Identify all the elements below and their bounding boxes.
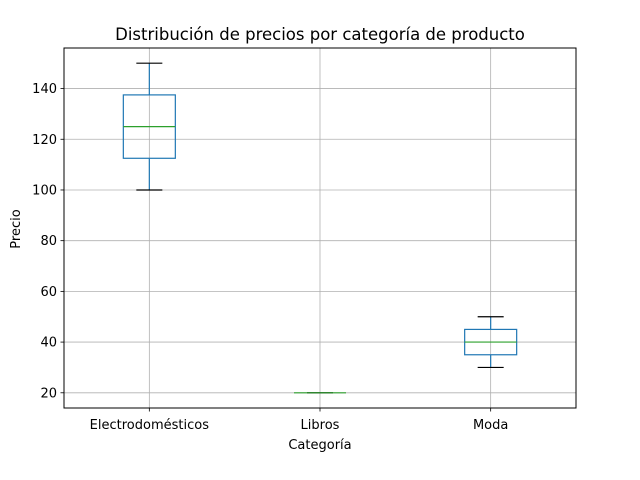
y-tick-label: 20 [40, 386, 57, 401]
boxes [122, 62, 518, 394]
box-electrodomésticos [122, 62, 176, 191]
chart-title: Distribución de precios por categoría de… [115, 25, 525, 44]
x-tick-label: Moda [473, 418, 508, 433]
y-tick-label: 60 [40, 285, 57, 300]
y-tick-label: 80 [40, 234, 57, 249]
x-tick-label: Electrodomésticos [90, 418, 210, 433]
x-axis: Electrodomésticos Libros Moda [90, 408, 508, 433]
y-tick-label: 40 [40, 336, 57, 351]
y-axis: 20 40 60 80 100 120 140 [32, 82, 64, 401]
x-axis-label: Categoría [288, 438, 351, 453]
box-moda [464, 316, 518, 369]
grid-lines [64, 48, 576, 408]
y-tick-label: 100 [32, 183, 57, 198]
x-tick-label: Libros [301, 418, 340, 433]
y-tick-label: 120 [32, 133, 57, 148]
y-axis-label: Precio [9, 209, 24, 248]
y-tick-label: 140 [32, 82, 57, 97]
